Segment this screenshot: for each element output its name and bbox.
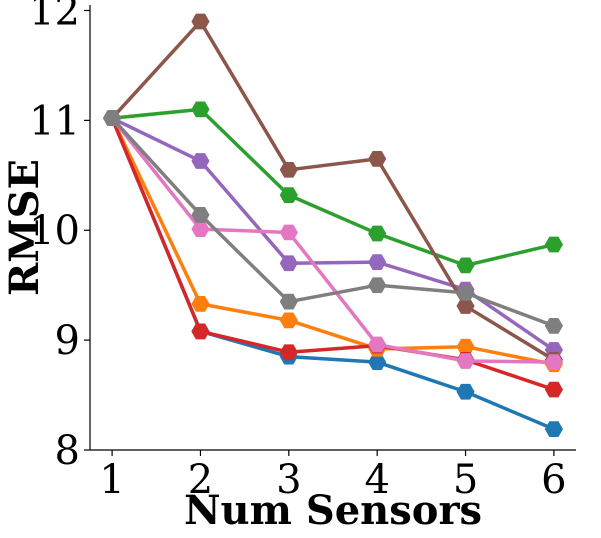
data-point — [368, 150, 387, 167]
data-point — [191, 207, 210, 223]
data-point — [279, 312, 298, 329]
x-ticks: 1 2 3 4 5 6 — [99, 450, 567, 503]
series-line — [111, 116, 555, 352]
data-point — [368, 254, 387, 270]
series-5 — [103, 110, 563, 358]
data-point — [191, 296, 210, 312]
data-point — [456, 383, 475, 400]
data-point — [368, 277, 387, 294]
x-tick-label: 5 — [453, 457, 478, 503]
y-axis-label: RMSE — [1, 159, 48, 296]
data-point — [191, 221, 210, 238]
x-tick-label: 3 — [276, 457, 301, 503]
y-tick-label: 8 — [55, 428, 80, 474]
y-ticks: 8 9 10 11 12 — [29, 0, 90, 474]
data-point — [544, 421, 563, 437]
data-point — [456, 285, 475, 301]
x-tick-label: 2 — [188, 457, 213, 503]
y-tick-label: 12 — [29, 0, 80, 34]
y-tick-label: 9 — [55, 318, 80, 364]
series-7 — [103, 110, 563, 370]
x-tick-label: 6 — [541, 457, 566, 503]
data-point — [279, 293, 298, 310]
data-point — [544, 236, 563, 253]
data-point — [456, 257, 475, 274]
data-point — [456, 298, 475, 314]
y-tick-label: 10 — [29, 208, 80, 254]
data-point — [191, 101, 210, 118]
series-1 — [103, 110, 563, 437]
data-point — [103, 110, 122, 127]
data-point — [368, 336, 387, 353]
data-point — [279, 187, 298, 203]
data-point — [368, 354, 387, 370]
data-point — [191, 323, 210, 340]
data-point — [279, 344, 298, 361]
data-point — [544, 317, 563, 334]
data-point — [368, 225, 387, 242]
data-point — [279, 255, 298, 272]
data-point — [456, 338, 475, 355]
data-point — [544, 354, 563, 370]
x-tick-label: 4 — [364, 457, 389, 503]
series-line — [110, 117, 555, 367]
data-point — [191, 13, 210, 30]
series-line — [111, 107, 555, 268]
series-2 — [103, 110, 563, 373]
series-line — [110, 116, 555, 328]
series-line — [110, 117, 554, 364]
series-6 — [103, 13, 563, 368]
x-tick-label: 1 — [99, 457, 124, 503]
data-point — [191, 153, 210, 169]
y-tick-label: 11 — [29, 98, 80, 144]
data-point — [279, 224, 298, 241]
x-axis-label: Num Sensors — [184, 487, 482, 534]
data-point — [456, 353, 475, 369]
series-8 — [103, 110, 563, 334]
data-point — [544, 381, 563, 398]
series-line — [110, 117, 555, 392]
series-line — [110, 19, 555, 362]
data-point — [279, 161, 298, 178]
series-layer — [103, 13, 563, 437]
